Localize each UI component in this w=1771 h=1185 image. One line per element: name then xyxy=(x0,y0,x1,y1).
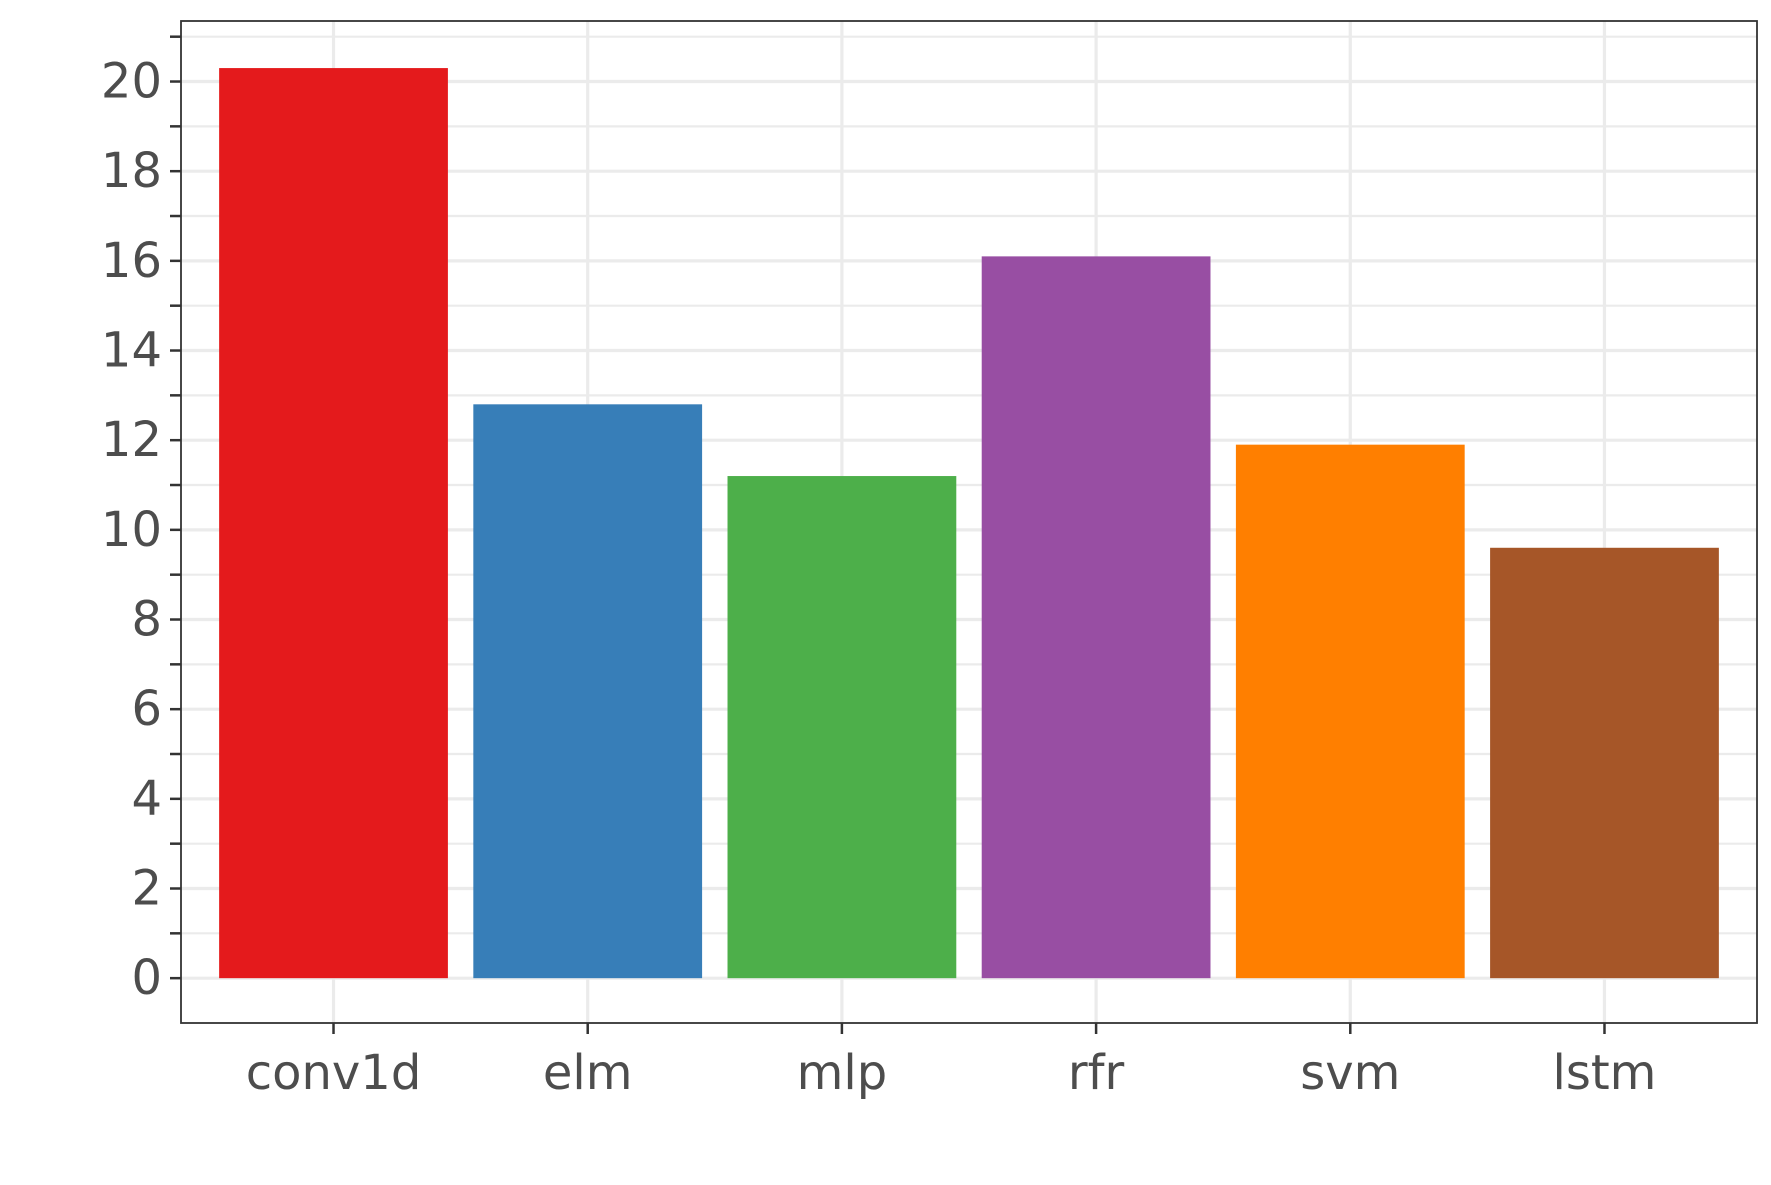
x-tick-label: mlp xyxy=(797,1045,888,1101)
y-tick-label: 2 xyxy=(131,861,162,917)
y-tick-label: 12 xyxy=(101,412,162,468)
plot-border xyxy=(180,20,1758,1024)
bar-svm xyxy=(1235,444,1465,979)
bar-elm xyxy=(473,404,703,979)
bar-mlp xyxy=(727,476,957,979)
x-tick-label: rfr xyxy=(1068,1045,1125,1101)
axes: 0 2 4 6 8 10 12 14 16 18 20 conv1d elm mlp rfr svm lstm xyxy=(101,35,1657,1101)
x-tick-label: lstm xyxy=(1553,1045,1657,1101)
x-tick-label: svm xyxy=(1300,1045,1400,1101)
y-tick-label: 0 xyxy=(131,950,162,1006)
bar-rfr xyxy=(981,256,1211,979)
y-tick-label: 10 xyxy=(101,502,162,558)
bars xyxy=(219,68,1719,979)
y-tick-label: 8 xyxy=(131,592,162,648)
y-tick-label: 4 xyxy=(131,771,162,827)
x-tick-label: elm xyxy=(543,1045,633,1101)
y-tick-label: 6 xyxy=(131,681,162,737)
y-tick-label: 14 xyxy=(101,323,162,379)
x-tick-label: conv1d xyxy=(246,1045,422,1101)
y-tick-label: 20 xyxy=(101,54,162,110)
y-tick-label: 16 xyxy=(101,233,162,289)
bar-lstm xyxy=(1490,547,1719,979)
bar-conv1d xyxy=(219,68,448,979)
y-tick-label: 18 xyxy=(101,143,162,199)
